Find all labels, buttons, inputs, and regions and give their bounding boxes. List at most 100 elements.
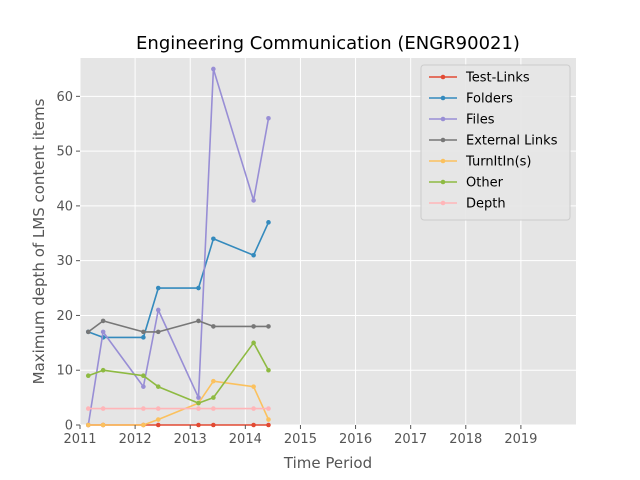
data-point-folders: [141, 335, 146, 340]
legend-label-test-links: Test-Links: [465, 71, 530, 86]
legend-item-test-links: Test-Links: [429, 71, 530, 86]
data-point-files: [211, 66, 216, 72]
data-point-files: [196, 395, 201, 400]
data-point-other: [251, 340, 256, 346]
x-tick-label: 2012: [119, 432, 152, 447]
data-point-test-links: [211, 422, 216, 428]
legend-label-external-links: External Links: [466, 134, 558, 149]
data-point-other: [196, 400, 201, 406]
x-tick-label: 2014: [229, 432, 262, 447]
series-other: [85, 340, 271, 406]
y-tick-label: 0: [65, 419, 73, 434]
data-point-turnitin-s: [251, 384, 256, 389]
data-point-files: [266, 115, 271, 121]
data-point-turnitin-s: [211, 378, 216, 384]
legend-item-files: Files: [429, 113, 495, 128]
y-axis-ticks: 0 10 20 30 40 50 60: [56, 90, 80, 434]
legend-item-turnitin-s: TurnItIn(s): [429, 155, 531, 170]
data-point-files: [155, 307, 161, 313]
data-point-files: [251, 198, 256, 203]
legend-item-depth: Depth: [429, 197, 506, 212]
data-point-other: [266, 367, 271, 373]
x-axis-ticks: 2011 2012 2013 2014 2015 2016 2017 2018 2019: [63, 425, 537, 447]
series-line-other: [88, 341, 270, 404]
legend-marker-external-links: [440, 137, 446, 143]
legend-marker-depth: [440, 200, 446, 206]
series-line-files: [87, 68, 270, 426]
data-point-folders: [251, 252, 256, 258]
data-point-turnitin-s: [100, 422, 106, 428]
data-point-folders: [155, 285, 161, 291]
x-tick-label: 2015: [284, 432, 317, 447]
series-folders: [85, 220, 271, 340]
data-point-test-links: [251, 422, 256, 428]
series-layer: [85, 66, 271, 428]
data-point-external-links: [100, 318, 106, 324]
series-depth: [85, 406, 271, 411]
legend-frame: [420, 64, 571, 221]
x-tick-label: 2011: [63, 432, 96, 447]
legend-item-external-links: External Links: [429, 134, 558, 149]
x-axis-title: Time Period: [283, 454, 372, 472]
data-point-folders: [266, 220, 271, 225]
y-tick-label: 10: [56, 364, 73, 379]
data-point-external-links: [196, 318, 201, 324]
data-point-other: [155, 384, 161, 389]
data-point-external-links: [251, 324, 256, 329]
y-axis-title: Maximum depth of LMS content items: [30, 98, 48, 384]
legend-marker-test-links: [440, 74, 446, 80]
data-point-depth: [196, 406, 201, 411]
data-point-other: [85, 373, 91, 379]
data-point-turnitin-s: [266, 417, 271, 422]
legend-marker-turnitin-s: [440, 158, 446, 164]
data-point-folders: [196, 285, 201, 291]
data-point-external-links: [155, 329, 161, 335]
data-point-files: [141, 384, 146, 389]
data-point-external-links: [211, 324, 216, 329]
data-point-test-links: [155, 422, 161, 428]
legend-label-depth: Depth: [466, 197, 506, 212]
data-point-depth: [141, 406, 146, 411]
data-point-turnitin-s: [155, 417, 161, 422]
y-tick-label: 40: [56, 199, 73, 214]
series-line-external-links: [87, 320, 269, 333]
x-tick-label: 2019: [504, 432, 537, 447]
data-point-depth: [266, 406, 271, 411]
series-line-folders: [88, 221, 270, 339]
data-point-depth: [155, 406, 161, 411]
legend-marker-other: [440, 179, 446, 185]
data-point-depth: [85, 406, 91, 411]
data-point-test-links: [196, 422, 201, 428]
data-point-other: [100, 367, 106, 373]
data-point-external-links: [141, 329, 146, 335]
data-point-test-links: [266, 422, 271, 428]
data-point-depth: [251, 406, 256, 411]
data-point-external-links: [266, 324, 271, 329]
data-point-depth: [100, 406, 106, 411]
series-line-turnitin-s: [88, 380, 270, 426]
data-point-turnitin-s: [141, 422, 146, 428]
data-point-other: [211, 395, 216, 400]
x-tick-label: 2018: [449, 432, 482, 447]
legend-label-files: Files: [466, 113, 495, 128]
legend-label-turnitin-s: TurnItIn(s): [465, 155, 531, 170]
y-tick-label: 50: [56, 145, 73, 160]
data-point-external-links: [85, 329, 91, 335]
y-tick-label: 20: [56, 309, 73, 324]
legend-label-folders: Folders: [466, 92, 513, 107]
legend-label-other: Other: [466, 176, 504, 191]
x-tick-label: 2016: [339, 432, 372, 447]
data-point-depth: [211, 406, 216, 411]
legend-item-other: Other: [429, 176, 504, 191]
y-tick-label: 30: [56, 254, 73, 269]
data-point-turnitin-s: [85, 422, 91, 428]
data-point-files: [100, 329, 106, 335]
legend: Test-Links Folders Files External Links Turn…: [420, 64, 571, 221]
series-external-links: [85, 318, 271, 335]
x-tick-label: 2013: [174, 432, 207, 447]
data-point-other: [141, 373, 146, 379]
x-tick-label: 2017: [394, 432, 427, 447]
data-point-folders: [211, 236, 216, 242]
